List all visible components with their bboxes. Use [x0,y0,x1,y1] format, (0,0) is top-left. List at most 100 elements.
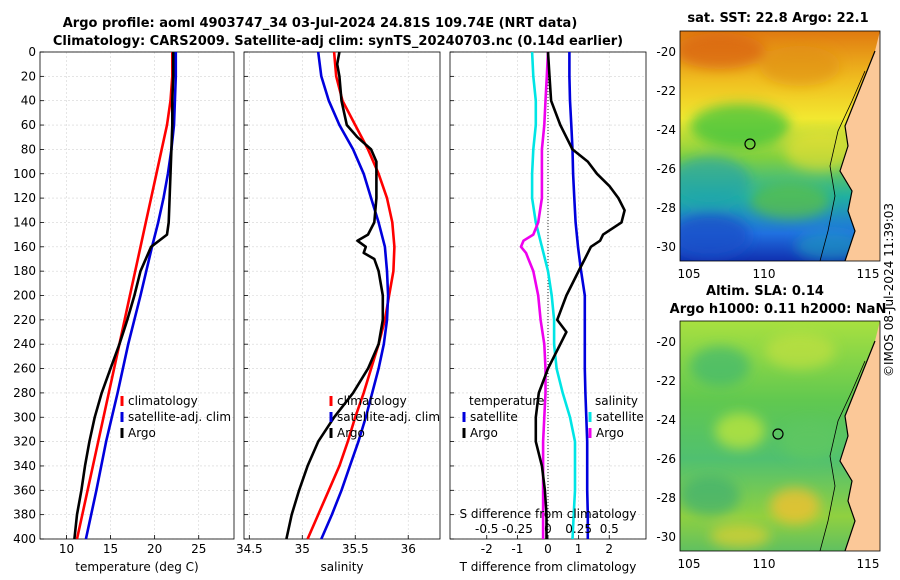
x-tick-label: 35 [295,542,310,556]
depth-tick-label: 300 [13,410,36,424]
x-axis-label: salinity [320,560,363,574]
depth-tick-label: 360 [13,483,36,497]
depth-tick-label: 280 [13,386,36,400]
argo-float-marker [744,138,756,150]
sst-map-frame [679,30,881,262]
map-x-tick-label: 110 [753,557,776,571]
salinity-profile-panel: 34.5 35 35.5 36 salinity [236,51,441,574]
legend-climatology-label: climatology [337,394,407,408]
map-y-tick-label: -30 [656,530,676,544]
depth-tick-label: 380 [13,508,36,522]
legend-climatology-label: climatology [128,394,198,408]
difference-legend-temperature: temperature satellite Argo [462,394,544,440]
x-tick-label: -1 [511,542,523,556]
x-axis-label: T difference from climatology [459,560,637,574]
depth-tick-label: 400 [13,532,36,546]
sst-map-title: sat. SST: 22.8 Argo: 22.1 [687,11,868,26]
map-x-tick-label: 115 [857,557,880,571]
depth-tick-label: 0 [28,45,36,59]
x-tick-label: 25 [191,542,206,556]
depth-tick-label: 160 [13,240,36,254]
map-y-tick-label: -24 [656,413,676,427]
x-tick-label: 36 [401,542,416,556]
sla-map-title-2: Argo h1000: 0.11 h2000: NaN [670,302,887,317]
depth-tick-label: 120 [13,191,36,205]
bathymetry-contour [819,70,866,261]
sla-map [679,320,881,552]
depth-tick-label: 180 [13,264,36,278]
sla-map-title-1: Altim. SLA: 0.14 [706,284,824,299]
map-y-tick-label: -26 [656,162,676,176]
legend-sal-argo-label: Argo [596,426,624,440]
map-y-tick-label: -22 [656,84,676,98]
legend-argo-label: Argo [128,426,156,440]
depth-tick-label: 240 [13,337,36,351]
map-y-tick-label: -22 [656,374,676,388]
s-difference-axis-ticks: -0.5 -0.25 0 0.25 0.5 [475,522,619,536]
x-tick-label: 20 [147,542,162,556]
depth-tick-label: 80 [21,142,36,156]
map-x-tick-label: 110 [753,267,776,281]
sla-map-ticks: 105 110 115 -20 -22 -24 -26 -28 -30 [656,335,879,571]
series-line-salinity-satellite [530,51,577,540]
legend-temperature-heading: temperature [469,394,544,408]
temperature-profile-panel: 10 15 20 25 temperature (deg C) [39,51,235,574]
sst-map [679,30,881,262]
x-axis-label: temperature (deg C) [75,560,198,574]
legend-argo-label: Argo [337,426,365,440]
legend-temp-argo-label: Argo [470,426,498,440]
sst-map-ticks: 105 110 115 -20 -22 -24 -26 -28 -30 [656,45,879,281]
depth-tick-label: 40 [21,94,36,108]
title-line-2: Climatology: CARS2009. Satellite-adj cli… [53,34,623,49]
map-y-tick-label: -28 [656,201,676,215]
series-line-argo [73,52,175,540]
map-y-tick-label: -20 [656,45,676,59]
s-difference-tick-label: 0 [544,522,552,536]
depth-axis-labels: 0 20 40 60 80 100 120 140 160 180 200 220 240 260 280 3… [13,45,36,546]
map-y-tick-label: -28 [656,491,676,505]
map-y-tick-label: -20 [656,335,676,349]
s-difference-axis-title: S difference from climatology [460,507,637,521]
legend-satellite-label: satellite-adj. clim [337,410,440,424]
s-difference-tick-label: 0.5 [600,522,619,536]
series-line-salinity-argo [534,51,626,539]
sst-texture [680,33,865,261]
s-difference-tick-label: -0.5 [475,522,498,536]
x-tick-label: 34.5 [236,542,263,556]
sst-map-canvas [680,31,880,261]
x-tick-label: -2 [481,542,493,556]
map-y-tick-label: -30 [656,240,676,254]
x-tick-label: 0 [544,542,552,556]
series-line-climatology [75,52,174,540]
map-x-tick-label: 105 [678,557,701,571]
x-tick-label: 15 [103,542,118,556]
bathymetry-contour [819,360,866,551]
salinity-legend: climatology satellite-adj. clim Argo [329,394,440,440]
s-difference-tick-label: -0.25 [502,522,533,536]
legend-sal-satellite-label: satellite [596,410,644,424]
coastline [839,340,876,551]
difference-profile-panel: -2 -1 0 1 2 T difference from climatology [449,51,647,574]
legend-salinity-heading: salinity [595,394,638,408]
map-x-tick-label: 115 [857,267,880,281]
series-line-temperature-argo [519,51,550,539]
x-tick-label: 35.5 [342,542,369,556]
map-x-tick-label: 105 [678,267,701,281]
legend-satellite-label: satellite-adj. clim [128,410,231,424]
s-difference-tick-label: 0.25 [565,522,592,536]
depth-tick-label: 260 [13,362,36,376]
difference-legend-salinity: salinity satellite Argo [588,394,644,440]
title-line-1: Argo profile: aoml 4903747_34 03-Jul-202… [63,16,578,31]
depth-tick-label: 220 [13,313,36,327]
depth-tick-label: 340 [13,459,36,473]
depth-tick-label: 140 [13,215,36,229]
x-tick-label: 2 [605,542,613,556]
series-line-satellite-adj-clim [84,52,178,540]
x-tick-label: 1 [575,542,583,556]
depth-tick-label: 320 [13,435,36,449]
series-line-temperature-satellite [568,52,590,539]
temperature-legend: climatology satellite-adj. clim Argo [120,394,231,440]
depth-tick-label: 100 [13,167,36,181]
imos-watermark: ©IMOS 08-Jul-2024 11:39:03 [882,203,896,377]
depth-tick-label: 60 [21,118,36,132]
